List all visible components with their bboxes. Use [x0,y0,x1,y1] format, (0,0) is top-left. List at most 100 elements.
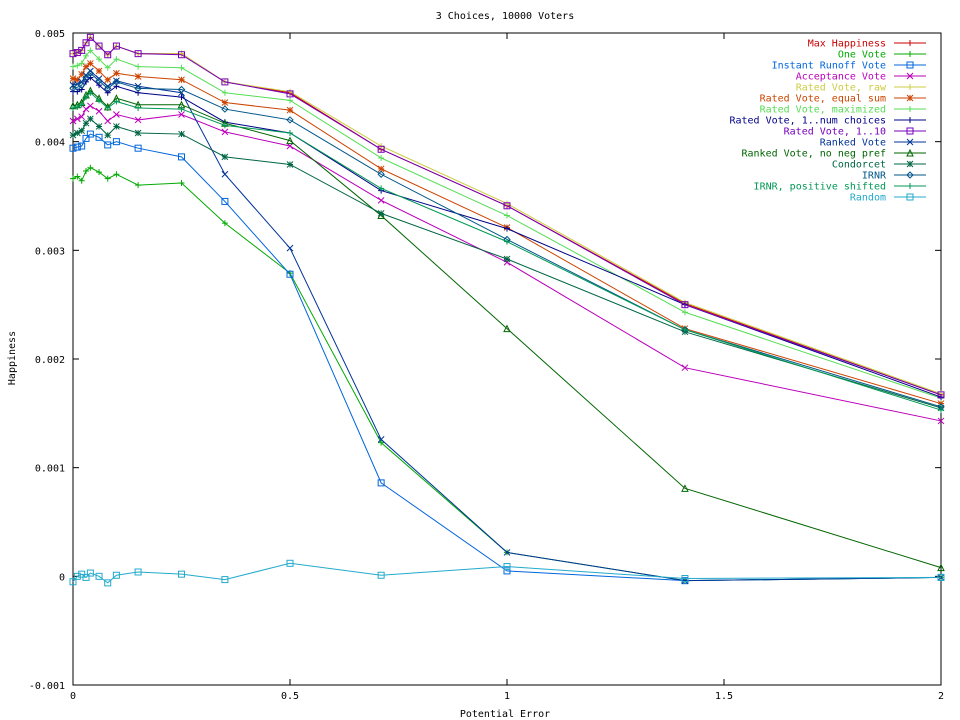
data-point [69,144,77,152]
legend-entry: Acceptance Vote [796,72,926,83]
data-point [113,171,120,178]
data-point [112,42,120,50]
data-point [681,326,688,333]
legend-label: Condorcet [832,160,886,171]
legend-marker [906,61,914,69]
data-point [73,143,81,151]
legend-entry: IRNR [862,171,926,182]
data-point [377,170,385,178]
data-point [504,238,510,245]
data-point [82,63,90,71]
data-point [503,324,511,333]
data-point [112,138,120,146]
data-point [221,170,229,178]
data-point [104,64,111,71]
data-point [87,47,94,54]
legend-label: Random [850,193,886,204]
data-point [503,563,511,571]
data-point [377,210,385,217]
data-point [178,64,185,71]
data-point [221,89,228,96]
legend-marker [906,94,914,102]
data-point [104,84,112,93]
data-point [113,98,120,105]
data-point [681,364,689,372]
data-point [287,97,293,104]
x-tick-label: 0 [70,691,76,702]
data-point [221,78,229,86]
data-point [96,169,103,176]
x-tick-label: 1.5 [715,691,733,702]
legend-entry: Rated Vote, equal sum [760,94,926,105]
legend-entry: Instant Runoff Vote [772,61,926,72]
series-11 [69,115,945,412]
data-point [938,394,944,401]
legend-marker [906,160,914,168]
legend-label: Ranked Vote [820,138,886,149]
data-point [73,49,81,57]
data-point [96,97,103,104]
data-point [937,563,945,572]
data-point [177,85,186,94]
data-point [378,154,385,161]
data-point [286,270,294,278]
x-tick-label: 0.5 [281,691,299,702]
data-point [86,69,95,77]
data-point [78,60,85,67]
legend-marker [907,106,913,112]
legend-label: Max Happiness [808,39,886,50]
data-point [96,56,103,63]
data-point [377,165,385,173]
data-point [69,75,77,82]
data-point [95,123,103,130]
data-point [70,175,76,182]
data-point [74,103,81,110]
series-6 [70,47,944,402]
legend-marker [906,127,914,135]
data-point [77,81,86,89]
y-tick-label: 0 [59,572,65,583]
data-point [78,113,86,121]
series-8 [69,33,945,399]
data-point [681,575,689,583]
data-point [221,122,228,129]
x-axis-label: Potential Error [460,709,550,720]
legend-entry: Random [850,193,926,204]
legend-entry: Condorcet [832,160,926,171]
data-point [78,46,86,54]
data-point [503,255,511,263]
data-point [82,119,90,127]
legend-label: Rated Vote, 1..10 [784,127,886,138]
data-point [178,106,185,113]
data-point [73,129,81,137]
series-line [72,36,942,396]
y-tick-label: 0.004 [35,138,65,149]
legend-marker [907,183,913,189]
series-2 [69,130,945,585]
series-line [72,133,942,582]
data-point [95,572,103,580]
data-point [69,131,77,139]
data-point [221,576,229,584]
data-point [82,73,90,82]
data-point [78,70,86,78]
data-point [104,117,112,125]
data-point [504,225,510,232]
data-point [104,175,111,182]
data-point [937,573,945,581]
series-14 [69,559,945,587]
data-point [104,141,112,149]
data-point [104,104,111,111]
data-point [178,111,185,118]
data-point [82,105,90,113]
data-point [286,116,294,124]
y-tick-label: 0.005 [35,29,65,40]
data-point [681,301,689,309]
data-point [221,128,229,136]
legend-label: Rated Vote, equal sum [760,94,886,105]
data-point [83,168,90,175]
data-point [104,82,112,90]
data-point [95,75,103,82]
series-group [69,33,945,587]
